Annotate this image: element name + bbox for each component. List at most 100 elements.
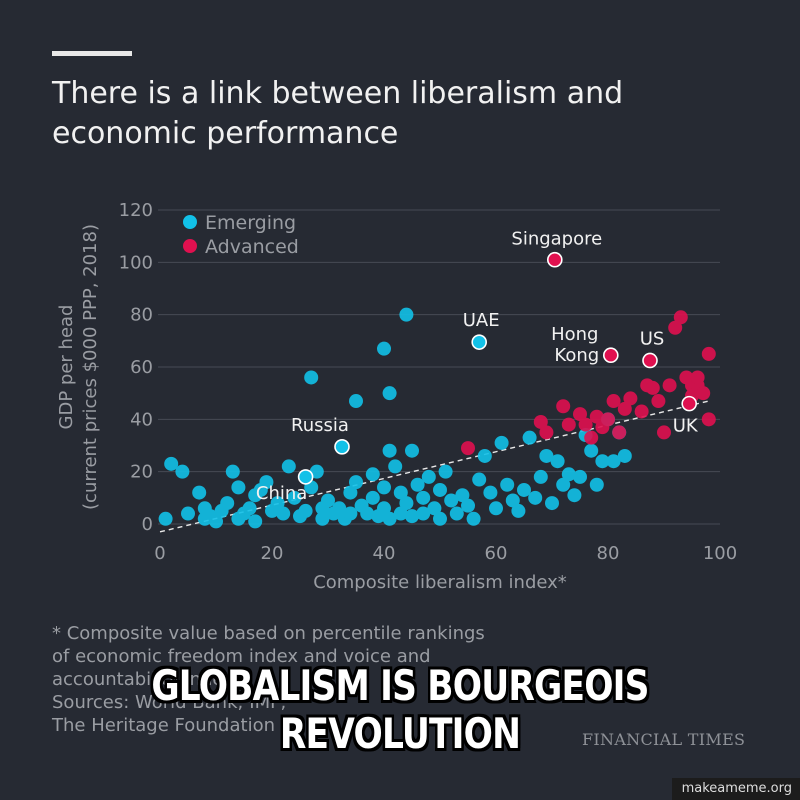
- data-point: [209, 514, 223, 529]
- data-point: [690, 370, 705, 385]
- y-tick-label: 100: [119, 252, 153, 273]
- highlight-point: [297, 469, 314, 485]
- data-point: [393, 506, 408, 521]
- data-point: [382, 386, 397, 401]
- data-point: [584, 430, 599, 445]
- data-point: [281, 459, 296, 474]
- ft-logo: FINANCIAL TIMES: [582, 730, 746, 749]
- data-point: [657, 425, 671, 440]
- point-label: Singapore: [511, 229, 602, 250]
- data-point: [270, 496, 285, 511]
- data-point: [377, 480, 391, 495]
- highlight-point: [471, 334, 488, 350]
- data-point: [623, 391, 638, 406]
- watermark[interactable]: makeameme.org: [671, 778, 800, 800]
- y-tick-label: 0: [142, 514, 153, 535]
- data-point: [416, 490, 431, 505]
- data-point: [382, 511, 397, 526]
- data-point: [589, 477, 604, 492]
- data-point: [287, 490, 302, 505]
- point-label: China: [256, 483, 307, 504]
- legend-label: Advanced: [205, 236, 299, 258]
- data-point: [606, 394, 621, 409]
- highlight-point: [642, 352, 658, 369]
- data-point: [343, 506, 358, 521]
- data-point: [505, 493, 520, 508]
- data-point: [433, 482, 447, 497]
- data-point: [494, 435, 509, 450]
- data-point: [477, 448, 492, 463]
- data-point: [332, 501, 347, 516]
- data-point: [550, 454, 565, 469]
- footnote-line: accountability index: [52, 669, 234, 690]
- legend-marker-emerging: [183, 215, 197, 229]
- data-point: [158, 511, 173, 526]
- data-point: [388, 459, 403, 474]
- data-point: [696, 386, 711, 401]
- x-tick-label: 80: [597, 543, 620, 564]
- highlight-point: [546, 251, 563, 268]
- title-rule: [52, 51, 132, 56]
- data-point: [662, 378, 677, 393]
- data-point: [461, 498, 475, 513]
- data-point: [164, 456, 179, 471]
- point-label: UK: [673, 416, 699, 437]
- data-point: [444, 493, 459, 508]
- data-point: [561, 417, 576, 432]
- data-point: [645, 380, 660, 395]
- data-point: [701, 346, 716, 361]
- data-point: [673, 310, 688, 325]
- data-point: [315, 511, 330, 526]
- data-point: [377, 341, 391, 356]
- data-point: [522, 430, 537, 445]
- footnote-line: of economic freedom index and voice and: [52, 646, 431, 667]
- y-tick-label: 60: [130, 357, 153, 378]
- data-point: [561, 467, 576, 482]
- footnote-line: * Composite value based on percentile ra…: [52, 623, 485, 644]
- highlight-point: [334, 439, 350, 455]
- data-point: [405, 509, 419, 524]
- legend-marker-advanced: [183, 239, 197, 253]
- data-point: [634, 404, 649, 419]
- data-point: [231, 480, 246, 495]
- data-point: [393, 485, 408, 500]
- meme-caption: GLOBALISM IS BOURGEOIS REVOLUTION: [72, 662, 728, 758]
- point-label: Hong: [551, 324, 598, 345]
- data-point: [472, 472, 487, 487]
- data-point: [617, 401, 632, 416]
- data-point: [483, 485, 498, 500]
- data-point: [365, 467, 380, 482]
- x-tick-label: 40: [373, 543, 396, 564]
- data-point: [427, 501, 442, 516]
- x-axis-label: Composite liberalism index*: [313, 572, 567, 593]
- data-point: [617, 448, 632, 463]
- legend-label: Emerging: [205, 212, 296, 234]
- point-label: UAE: [463, 310, 500, 331]
- data-point: [259, 475, 274, 490]
- highlight-point: [602, 347, 619, 364]
- data-point: [433, 511, 447, 526]
- data-point: [421, 469, 436, 484]
- y-tick-label: 20: [130, 462, 153, 483]
- data-point: [220, 496, 235, 511]
- data-point: [500, 477, 515, 492]
- y-tick-label: 40: [130, 409, 153, 430]
- chart-title: There is a link between liberalism and e…: [52, 76, 624, 151]
- data-point: [606, 454, 621, 469]
- footnote: * Composite value based on percentile ra…: [52, 622, 572, 737]
- data-point: [377, 501, 391, 516]
- data-point: [175, 464, 190, 479]
- sources-line: The Heritage Foundation: [52, 715, 275, 736]
- data-point: [399, 307, 414, 322]
- data-point: [455, 488, 470, 503]
- data-point: [276, 506, 291, 521]
- data-point: [242, 501, 257, 516]
- data-point: [489, 501, 503, 516]
- data-point: [528, 490, 543, 505]
- data-point: [365, 490, 380, 505]
- highlight-point: [681, 395, 698, 412]
- y-tick-label: 80: [130, 305, 153, 326]
- scatter-chart: 0 20 40 60 80 100 120 0 20 40 60 80 100 Composite lib…: [56, 200, 737, 593]
- data-point: [573, 407, 587, 422]
- data-point: [399, 496, 414, 511]
